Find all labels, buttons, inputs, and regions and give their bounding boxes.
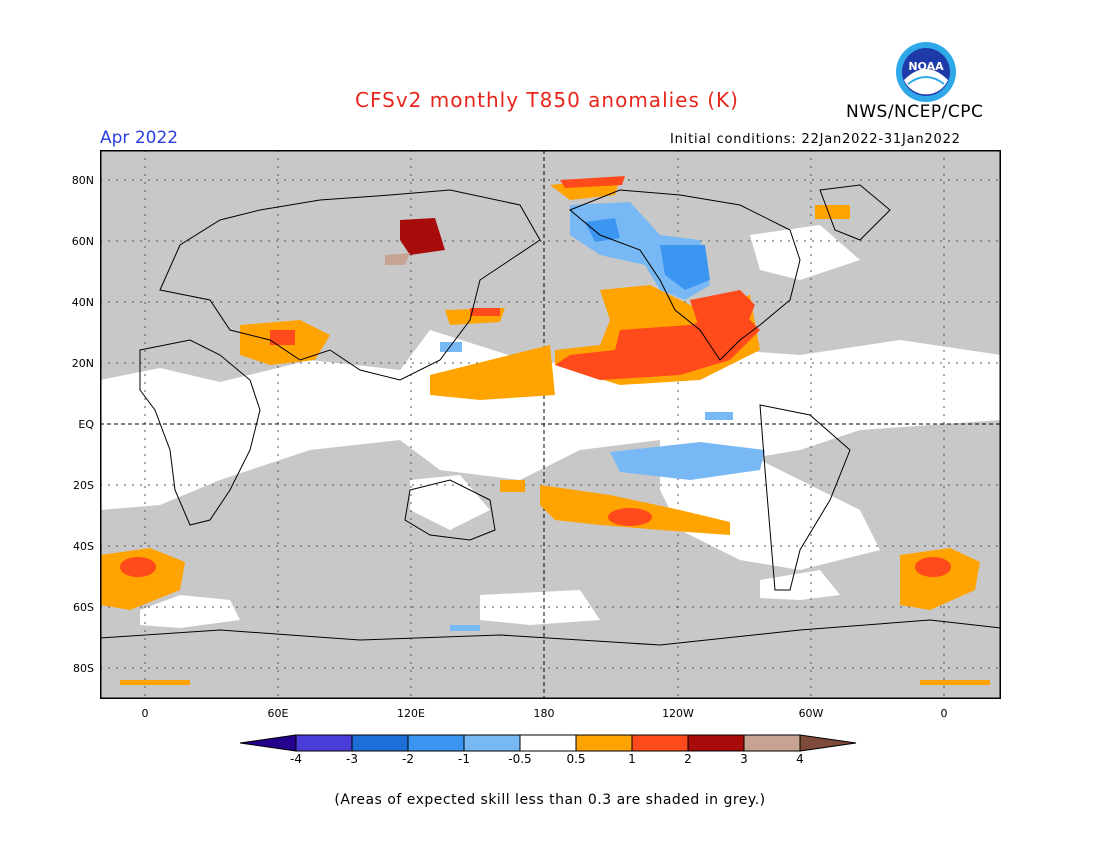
lon-label-0: 0 xyxy=(141,707,149,720)
noaa-logo: NOAA xyxy=(894,40,958,104)
positive-anomalies xyxy=(100,176,990,685)
colorbar-tick-label: 4 xyxy=(796,752,804,766)
colorbar-segment xyxy=(463,734,521,752)
organization-label: NWS/NCEP/CPC xyxy=(846,102,984,122)
lon-label-60e: 60E xyxy=(267,707,289,720)
lon-label-180: 180 xyxy=(533,707,555,720)
colorbar-tick-label: -2 xyxy=(402,752,414,766)
lon-label-60w: 60W xyxy=(798,707,824,720)
colorbar-tick-label: 3 xyxy=(740,752,748,766)
logo-text: NOAA xyxy=(908,60,944,73)
lat-label-40s: 40S xyxy=(73,540,94,553)
initial-conditions: Initial conditions: 22Jan2022-31Jan2022 xyxy=(670,132,961,147)
lat-label-eq: EQ xyxy=(78,418,94,431)
skill-footnote: (Areas of expected skill less than 0.3 a… xyxy=(334,792,766,808)
colorbar-arrow-right xyxy=(799,734,857,752)
lat-label-80n: 80N xyxy=(71,174,94,187)
coastlines xyxy=(100,184,1001,646)
lat-label-20s: 20S xyxy=(73,479,94,492)
lon-label-120w: 120W xyxy=(662,707,694,720)
neutral-anomaly-regions xyxy=(100,225,1001,628)
map-frame xyxy=(100,150,1001,699)
colorbar-segment xyxy=(351,734,409,752)
colorbar-segment xyxy=(575,734,633,752)
colorbar-tick-label: 0.5 xyxy=(566,752,586,766)
anomaly-map xyxy=(100,150,1001,699)
negative-anomalies xyxy=(440,202,765,631)
colorbar-segment xyxy=(519,734,577,752)
colorbar-segment xyxy=(407,734,465,752)
lat-label-40n: 40N xyxy=(71,296,94,309)
colorbar-segment xyxy=(687,734,745,752)
colorbar-tick-label: -0.5 xyxy=(508,752,532,766)
colorbar-arrow-left xyxy=(240,734,297,752)
colorbar-tick-label: 1 xyxy=(628,752,636,766)
colorbar-tick-label: -3 xyxy=(346,752,358,766)
lat-label-60s: 60S xyxy=(73,601,94,614)
colorbar-segment xyxy=(631,734,689,752)
colorbar-tick-label: 2 xyxy=(684,752,692,766)
lat-label-20n: 20N xyxy=(71,357,94,370)
colorbar-segment xyxy=(743,734,801,752)
map-title: CFSv2 monthly T850 anomalies (K) xyxy=(355,88,739,112)
colorbar-segment xyxy=(295,734,353,752)
graticule xyxy=(100,150,1001,699)
lon-label-120e: 120E xyxy=(397,707,425,720)
lat-label-60n: 60N xyxy=(71,235,94,248)
colorbar-tick-label: -4 xyxy=(290,752,302,766)
lon-label-0-east: 0 xyxy=(940,707,948,720)
lat-label-80s: 80S xyxy=(73,662,94,675)
color-bar xyxy=(240,734,857,752)
colorbar-tick-label: -1 xyxy=(458,752,470,766)
forecast-period: Apr 2022 xyxy=(100,128,179,148)
